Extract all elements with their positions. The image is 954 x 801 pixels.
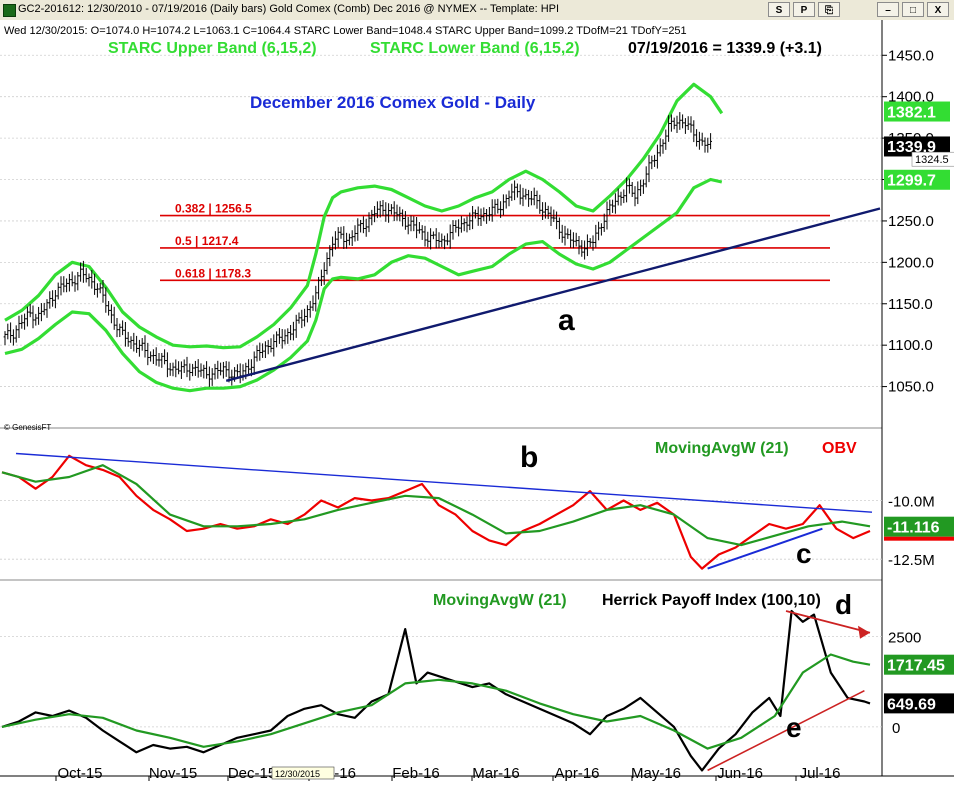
date-hover-text: 12/30/2015 xyxy=(275,769,320,779)
obv-panel: -10.0M -12.5M -11.116 xyxy=(0,452,954,570)
minimize-button[interactable]: – xyxy=(877,2,899,17)
arrowhead-icon xyxy=(858,625,870,639)
y-tick-label: 1100.0 xyxy=(888,337,933,354)
chart-canvas: 1450.01400.01350.01300.01250.01200.01150… xyxy=(0,20,954,801)
fib-levels: 0.382 | 1256.5 0.5 | 1217.4 0.618 | 1178.3 xyxy=(160,202,830,282)
legend-last-value: 07/19/2016 = 1339.9 (+3.1) xyxy=(628,40,822,57)
trendline-c-line xyxy=(707,527,823,570)
date-hover-box xyxy=(271,766,335,780)
y-tick-label: -10.0M xyxy=(888,493,935,510)
y-tick-label: 1050.0 xyxy=(888,379,934,396)
hpi-ma-line xyxy=(1,653,871,750)
price-last-label: 1324.5 xyxy=(915,154,949,166)
price-bars xyxy=(3,112,712,387)
y-tick-label: 1250.0 xyxy=(888,213,934,230)
hpi-last-label: 1717.45 xyxy=(887,658,945,675)
x-tick-label: Jun-16 xyxy=(717,765,763,782)
fib-label: 0.5 | 1217.4 xyxy=(175,234,239,248)
starc-bands xyxy=(4,82,724,393)
price-grid xyxy=(0,54,882,387)
trendline-e-line xyxy=(707,689,865,772)
price-last-label: 1382.1 xyxy=(887,104,936,121)
price-last-label-bg xyxy=(884,101,950,122)
price-last-label: 1299.7 xyxy=(887,173,936,190)
info-line: Wed 12/30/2015: O=1074.0 H=1074.2 L=1063… xyxy=(4,25,687,37)
y-tick-label: 1400.0 xyxy=(888,89,934,106)
y-tick-label: 1450.0 xyxy=(888,47,934,64)
fib-label: 0.618 | 1178.3 xyxy=(175,266,251,280)
label-c: c xyxy=(796,538,812,569)
x-tick-label: Jul-16 xyxy=(800,765,841,782)
y-tick-label: -12.5M xyxy=(888,552,935,569)
obv-legend-ma: MovingAvgW (21) xyxy=(655,440,789,457)
hpi-last-label: 649.69 xyxy=(887,696,936,713)
y-tick-label: 1150.0 xyxy=(888,296,933,313)
hpi-legend-hpi: Herrick Payoff Index (100,10) xyxy=(602,592,821,609)
y-tick-label: 1200.0 xyxy=(888,254,934,271)
fib-label: 0.382 | 1256.5 xyxy=(175,202,252,216)
x-tick-label: Mar-16 xyxy=(472,765,520,782)
hpi-last-label-bg xyxy=(884,693,954,714)
window-titlebar: GC2-201612: 12/30/2010 - 07/19/2016 (Dai… xyxy=(0,0,954,21)
credit: © GenesisFT xyxy=(4,423,51,432)
y-tick-label: 0 xyxy=(892,720,900,737)
hpi-last-label-bg xyxy=(884,654,954,675)
s-button[interactable]: S xyxy=(768,2,790,17)
starc-lower-band xyxy=(4,177,723,393)
obv-legend-obv: OBV xyxy=(822,440,857,457)
trendline-d-line xyxy=(785,610,871,634)
legend-starc-lower: STARC Lower Band (6,15,2) xyxy=(370,40,580,57)
obv-last-label-bg xyxy=(884,516,954,537)
x-tick-label: May-16 xyxy=(631,765,681,782)
trendline-a-line xyxy=(225,207,881,382)
copy-icon[interactable]: ⎘ xyxy=(818,2,840,17)
obv-line xyxy=(1,454,871,570)
hpi-legend-ma: MovingAvgW (21) xyxy=(433,592,567,609)
starc-upper-band xyxy=(4,82,724,350)
y-tick-label: 2500 xyxy=(888,629,921,646)
window-title: GC2-201612: 12/30/2010 - 07/19/2016 (Dai… xyxy=(18,3,560,15)
label-a: a xyxy=(558,304,575,337)
trendline-b-line xyxy=(15,452,873,513)
hpi-line xyxy=(1,609,871,772)
price-y-axis: 1450.01400.01350.01300.01250.01200.01150… xyxy=(882,47,934,396)
x-tick-label: Feb-16 xyxy=(392,765,440,782)
legend-starc-upper: STARC Upper Band (6,15,2) xyxy=(108,40,317,57)
close-button[interactable]: X xyxy=(927,2,949,17)
chart-title: December 2016 Comex Gold - Daily xyxy=(250,93,536,112)
hpi-panel: 2500 0 1717.45 649.69 xyxy=(0,609,954,772)
price-last-label-bg xyxy=(884,169,950,190)
x-tick-label: Nov-15 xyxy=(149,765,197,782)
label-d: d xyxy=(835,589,852,620)
x-tick-label: Oct-15 xyxy=(57,765,102,782)
label-e: e xyxy=(786,712,802,743)
obv-ma-line xyxy=(1,464,871,547)
x-tick-label: Dec-15 xyxy=(228,765,276,782)
obv-last-marker xyxy=(884,536,954,541)
trendline-a xyxy=(225,207,881,382)
price-last-label-bg xyxy=(884,136,950,157)
price-last-label-bg xyxy=(911,151,954,167)
p-button[interactable]: P xyxy=(793,2,815,17)
obv-last-label: -11.116 xyxy=(887,520,940,537)
label-b: b xyxy=(520,441,538,474)
maximize-button[interactable]: □ xyxy=(902,2,924,17)
app-icon xyxy=(3,4,16,17)
x-tick-label: Apr-16 xyxy=(554,765,599,782)
